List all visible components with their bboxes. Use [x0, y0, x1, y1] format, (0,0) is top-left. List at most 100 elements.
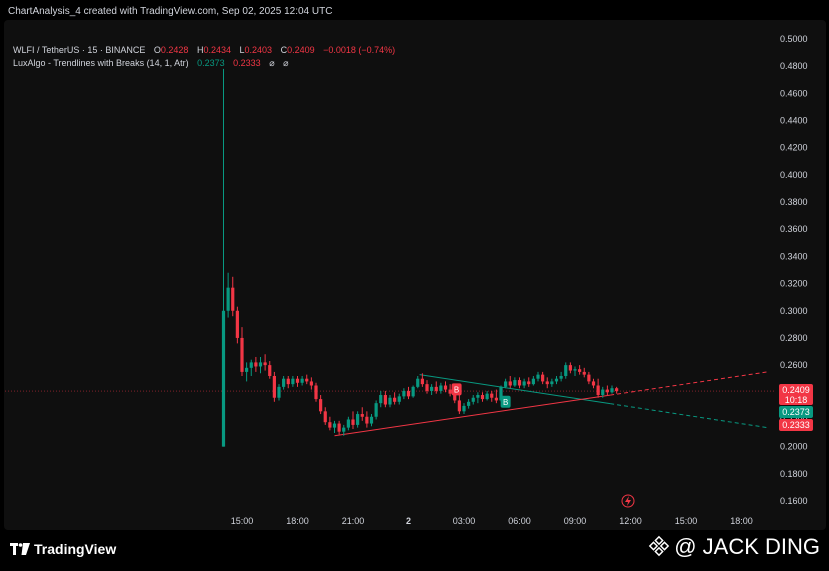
candle: [541, 371, 545, 385]
candle: [342, 424, 346, 436]
price-tick-label: 0.1600: [780, 496, 808, 506]
candle: [564, 362, 568, 379]
candle: [467, 399, 471, 409]
candle-body: [480, 395, 485, 400]
indicator-lower-value: 0.2333: [233, 58, 261, 68]
break-markers-layer: BB: [451, 383, 511, 408]
candle-body: [499, 386, 503, 401]
candle-body: [263, 362, 267, 366]
candle-body: [485, 393, 489, 400]
price-tick-label: 0.2000: [780, 442, 808, 452]
candle-body: [517, 380, 522, 386]
marker-box: [500, 395, 511, 408]
candle-body: [360, 414, 364, 417]
candle-body: [342, 427, 346, 432]
indicator-legend: LuxAlgo - Trendlines with Breaks (14, 1,…: [13, 58, 289, 69]
candle: [457, 395, 461, 415]
candle-body: [249, 362, 253, 368]
price-tick-label: 0.4800: [780, 61, 808, 71]
time-tick-label: 15:00: [231, 516, 254, 526]
time-tick-label: 03:00: [453, 516, 476, 526]
price-axis[interactable]: 0.5000 0.4800 0.4600 0.4400 0.4200 0.4000 0.38…: [780, 34, 808, 506]
candle: [494, 389, 498, 404]
candle: [582, 367, 586, 378]
candle-body: [300, 378, 304, 383]
candle-body: [513, 380, 517, 386]
time-axis[interactable]: 15:00 18:00 21:00 2 03:00 06:00 09:00 12:00 15:0…: [231, 516, 753, 526]
open-value: 0.2428: [160, 45, 189, 55]
candle: [374, 400, 378, 420]
last-price-tag: [779, 384, 813, 405]
candle-body: [319, 399, 323, 412]
tradingview-logo-text: TradingView: [34, 541, 117, 557]
time-tick-label: 18:00: [286, 516, 309, 526]
marker-box: [451, 383, 462, 396]
symbol-label[interactable]: WLFI / TetherUS · 15 · BINANCE: [13, 45, 146, 55]
candle-body: [578, 369, 582, 372]
candle-body: [536, 374, 540, 379]
price-tick-label: 0.1800: [780, 469, 808, 479]
eye-icon[interactable]: ⌀: [269, 58, 275, 68]
candle-body: [277, 386, 281, 398]
candle-body: [531, 378, 535, 385]
candle: [554, 375, 559, 385]
candle: [337, 420, 341, 435]
candle-body: [346, 419, 350, 428]
candle: [476, 392, 480, 404]
candle-body: [559, 375, 563, 379]
high-value: 0.2434: [203, 45, 231, 55]
candle: [351, 411, 355, 429]
candle-body: [564, 365, 568, 376]
indicator-name[interactable]: LuxAlgo - Trendlines with Breaks (14, 1,…: [13, 58, 189, 68]
candle-body: [490, 393, 494, 398]
candle: [485, 390, 489, 401]
candle-body: [573, 369, 577, 371]
lightning-icon[interactable]: [621, 494, 635, 508]
candle: [425, 380, 429, 394]
candle-body: [420, 378, 424, 385]
tradingview-logo[interactable]: TradingView: [10, 541, 116, 557]
time-tick-label: 09:00: [564, 516, 587, 526]
candle: [365, 411, 369, 428]
candle: [379, 390, 383, 408]
candle: [406, 386, 411, 400]
chart-panel[interactable]: WLFI / TetherUS · 15 · BINANCE O0.2428 H…: [4, 20, 826, 530]
candle: [443, 381, 448, 393]
price-tick-label: 0.5000: [780, 34, 808, 44]
marker-label: B: [503, 398, 508, 407]
candle-body: [286, 378, 290, 385]
candle: [245, 362, 249, 382]
candles-layer: [221, 68, 619, 447]
upper-value-tag: [779, 406, 813, 418]
candle: [295, 375, 300, 387]
price-tick-label: 0.4000: [780, 170, 808, 180]
time-tick-label: 15:00: [675, 516, 698, 526]
candle-body: [411, 386, 415, 397]
candle: [448, 384, 452, 397]
candle-body: [323, 411, 327, 423]
candle-body: [258, 362, 263, 367]
price-tick-label: 0.3000: [780, 306, 808, 316]
candle: [268, 361, 272, 379]
candle: [462, 403, 466, 415]
close-label: C: [280, 45, 288, 55]
price-tick-label: 0.3200: [780, 279, 808, 289]
candle: [605, 385, 609, 396]
candle-body: [550, 381, 554, 385]
candle-body: [443, 385, 448, 390]
candle: [559, 371, 563, 382]
candle: [578, 365, 582, 375]
candle-body: [448, 389, 452, 394]
candle: [397, 393, 401, 405]
settings-icon[interactable]: ⌀: [283, 58, 289, 68]
candle: [314, 382, 318, 402]
candle-body: [226, 287, 230, 311]
candle: [513, 377, 517, 387]
candle-body: [374, 403, 378, 417]
candle-body: [291, 378, 295, 385]
candle-body: [610, 388, 614, 393]
symbol-legend: WLFI / TetherUS · 15 · BINANCE O0.2428 H…: [13, 45, 395, 55]
candle: [545, 377, 549, 389]
candle: [536, 371, 540, 382]
